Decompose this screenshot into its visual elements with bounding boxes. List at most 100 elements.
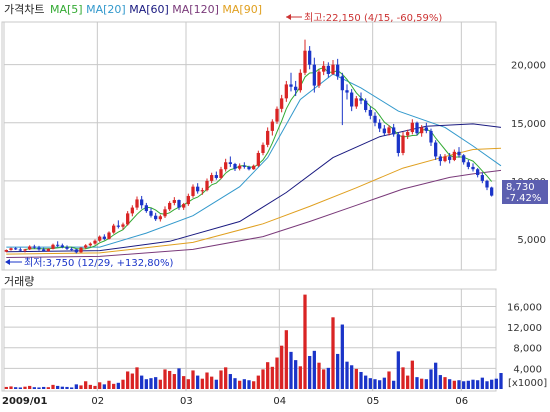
candle-body bbox=[406, 132, 410, 136]
volume-bar bbox=[121, 379, 125, 389]
candle-body bbox=[354, 98, 358, 107]
candle-body bbox=[364, 100, 368, 110]
candle-body bbox=[317, 71, 321, 86]
candle-body bbox=[359, 98, 363, 101]
volume-bar bbox=[98, 382, 102, 389]
ma-legend-item: MA[90] bbox=[219, 3, 262, 16]
candle-body bbox=[298, 72, 302, 91]
volume-bar bbox=[261, 369, 265, 389]
volume-bar bbox=[378, 380, 382, 389]
candle-body bbox=[74, 249, 78, 253]
volume-bar bbox=[14, 387, 18, 389]
candle-body bbox=[252, 165, 256, 170]
volume-bar bbox=[224, 367, 228, 389]
ma-line-ma20 bbox=[6, 73, 502, 248]
candle-body bbox=[177, 200, 181, 208]
volume-bar bbox=[368, 378, 372, 389]
price-panel-title: 가격차트 bbox=[4, 3, 44, 16]
high-arrow-head bbox=[286, 14, 291, 20]
candle-body bbox=[270, 121, 274, 131]
ma-line-ma60 bbox=[6, 123, 502, 253]
volume-bar bbox=[373, 379, 377, 389]
candle-body bbox=[256, 152, 260, 166]
candle-body bbox=[37, 247, 41, 250]
price-tick-label: 15,000 bbox=[511, 119, 546, 130]
volume-bar bbox=[415, 377, 419, 389]
x-tick-label: 02 bbox=[91, 396, 104, 407]
volume-bar bbox=[303, 294, 307, 389]
volume-bar bbox=[490, 379, 494, 389]
candle-body bbox=[462, 155, 466, 163]
candle-body bbox=[126, 213, 130, 225]
candle-body bbox=[84, 245, 88, 248]
ma-legend-item: MA[60] bbox=[126, 3, 169, 16]
candle-body bbox=[420, 127, 424, 134]
volume-bar bbox=[308, 355, 312, 389]
candle-body bbox=[172, 200, 176, 203]
volume-bar bbox=[247, 380, 251, 389]
candle-body bbox=[490, 187, 494, 196]
volume-bar bbox=[32, 387, 36, 389]
candle-body bbox=[233, 164, 237, 169]
volume-bar bbox=[79, 385, 83, 389]
candle-body bbox=[158, 216, 162, 220]
candle-body bbox=[410, 122, 414, 133]
high-annotation-text: 최고:22,150 (4/15, -60,59%) bbox=[304, 12, 442, 24]
volume-bar bbox=[154, 377, 158, 389]
volume-bar bbox=[326, 367, 330, 389]
volume-unit-label: [x1000] bbox=[508, 378, 547, 389]
volume-bar bbox=[331, 317, 335, 389]
candle-body bbox=[56, 244, 60, 246]
volume-bar bbox=[443, 377, 447, 389]
candle-body bbox=[182, 204, 186, 208]
volume-bar bbox=[233, 378, 237, 389]
volume-bar bbox=[298, 366, 302, 389]
candle-body bbox=[280, 98, 284, 109]
candle-body bbox=[93, 240, 97, 244]
low-arrow-head bbox=[5, 259, 10, 265]
volume-bar bbox=[214, 379, 218, 389]
candle-body bbox=[135, 199, 139, 208]
candle-body bbox=[32, 246, 36, 248]
ma-legend-text: MA[5] MA[20] MA[60] MA[120] MA[90] bbox=[50, 3, 262, 16]
candle-body bbox=[247, 166, 251, 170]
candle-body bbox=[107, 232, 111, 239]
candle-body bbox=[210, 175, 214, 181]
volume-bar bbox=[205, 372, 209, 389]
volume-bar bbox=[23, 386, 27, 389]
volume-tick-label: 8,000 bbox=[513, 344, 542, 355]
volume-bar bbox=[196, 375, 200, 389]
candle-body bbox=[112, 225, 116, 233]
ma-line-ma120 bbox=[6, 169, 502, 258]
volume-bar bbox=[284, 330, 288, 389]
volume-bar bbox=[364, 375, 368, 389]
volume-bar bbox=[466, 380, 470, 389]
volume-bar bbox=[28, 385, 32, 389]
volume-bar bbox=[186, 379, 190, 389]
candle-body bbox=[424, 127, 428, 131]
candle-body bbox=[42, 249, 46, 252]
volume-bar bbox=[168, 370, 172, 389]
candle-body bbox=[340, 76, 344, 91]
volume-bar bbox=[270, 366, 274, 389]
volume-bar bbox=[107, 380, 111, 389]
volume-bar bbox=[144, 379, 148, 389]
candle-body bbox=[70, 248, 74, 250]
candle-body bbox=[261, 144, 265, 153]
volume-tick-label: 12,000 bbox=[507, 323, 542, 334]
volume-bar bbox=[126, 371, 130, 389]
high-annotation: 최고:22,150 (4/15, -60,59%) bbox=[286, 12, 442, 24]
candle-body bbox=[51, 244, 55, 249]
volume-bar bbox=[42, 386, 46, 389]
volume-bar bbox=[84, 381, 88, 389]
candle-body bbox=[4, 249, 8, 252]
candle-body bbox=[331, 64, 335, 74]
volume-bar bbox=[51, 384, 55, 389]
low-annotation-text: 최저:3,750 (12/29, +132,80%) bbox=[24, 257, 174, 269]
candle-body bbox=[116, 225, 120, 227]
candle-body bbox=[98, 236, 102, 241]
candle-body bbox=[303, 50, 307, 73]
volume-bar bbox=[37, 387, 41, 389]
